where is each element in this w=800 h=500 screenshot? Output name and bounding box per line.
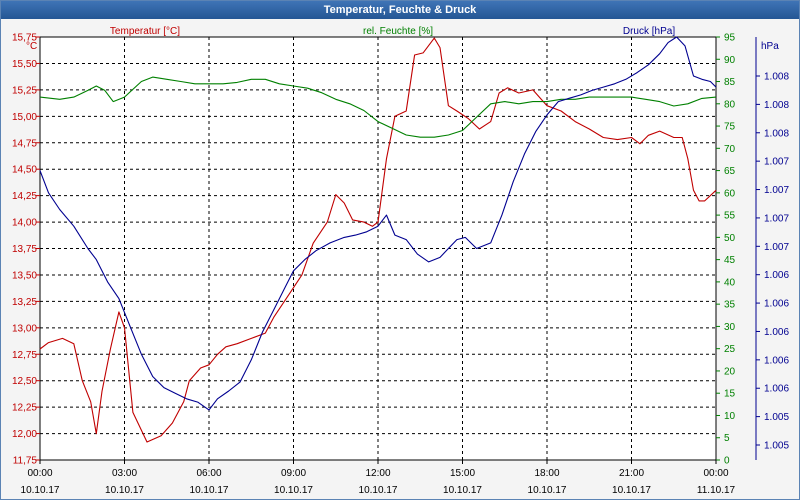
- humidity-tick-label: 60: [724, 188, 736, 199]
- left-tick-label: 15,25: [12, 85, 37, 96]
- left-tick-label: 12,25: [12, 403, 37, 414]
- x-tick-time: 21:00: [619, 468, 644, 479]
- pressure-tick-label: 1.005: [764, 441, 789, 452]
- x-tick-time: 12:00: [365, 468, 390, 479]
- pressure-tick-label: 1.006: [764, 327, 789, 338]
- pressure-tick-label: 1.007: [764, 185, 789, 196]
- pressure-tick-label: 1.006: [764, 270, 789, 281]
- pressure-tick-label: 1.006: [764, 299, 789, 310]
- left-tick-label: 13,00: [12, 323, 37, 334]
- humidity-tick-label: 80: [724, 99, 736, 110]
- humidity-line: [39, 76, 717, 138]
- left-tick-label: 12,50: [12, 376, 37, 387]
- x-tick-date: 10.10.17: [274, 485, 313, 496]
- pressure-tick-label: 1.007: [764, 213, 789, 224]
- humidity-tick-label: 70: [724, 144, 736, 155]
- left-tick-label: 11,75: [13, 456, 38, 467]
- left-tick-label: 14,75: [12, 138, 37, 149]
- pressure-tick-label: 1.005: [764, 412, 789, 423]
- humidity-tick-label: 15: [724, 389, 736, 400]
- pressure-axis: 1.008 1.008 1.008 1.007 1.007 1.007 1.007 1.006…: [755, 37, 789, 460]
- x-tick-date: 10.10.17: [21, 485, 60, 496]
- left-tick-label: 12,75: [12, 350, 37, 361]
- humidity-tick-label: 75: [724, 122, 736, 133]
- x-tick-time: 06:00: [196, 468, 221, 479]
- pressure-tick-label: 1.008: [764, 72, 789, 83]
- pressure-tick-label: 1.008: [764, 128, 789, 139]
- left-tick-label: 13,50: [12, 270, 37, 281]
- x-tick-time: 03:00: [112, 468, 137, 479]
- legend-temperature: Temperatur [°C]: [110, 26, 180, 37]
- x-tick-time: 18:00: [534, 468, 559, 479]
- left-tick-label: 13,75: [12, 244, 37, 255]
- humidity-tick-label: 35: [724, 300, 736, 311]
- left-tick-label: 14,00: [12, 218, 37, 229]
- x-tick-date: 10.10.17: [190, 485, 229, 496]
- humidity-tick-label: 40: [724, 277, 736, 288]
- left-axis-unit: °C: [26, 41, 37, 52]
- left-axis: 15,75 15,50 15,25 15,00 14,75 14,50 14,25 14,00…: [12, 33, 40, 467]
- x-tick-time: 15:00: [450, 468, 475, 479]
- humidity-tick-label: 10: [724, 411, 736, 422]
- left-tick-label: 15,00: [12, 112, 37, 123]
- left-tick-label: 14,25: [12, 191, 37, 202]
- x-tick-date: 10.10.17: [528, 485, 567, 496]
- x-tick-time: 00:00: [703, 468, 728, 479]
- pressure-tick-label: 1.007: [764, 242, 789, 253]
- humidity-tick-label: 55: [724, 211, 736, 222]
- x-tick-date: 10.10.17: [105, 485, 144, 496]
- x-tick-time: 09:00: [281, 468, 306, 479]
- humidity-tick-label: 25: [724, 344, 736, 355]
- window-title: Temperatur, Feuchte & Druck: [1, 1, 799, 19]
- x-tick-date: 10.10.17: [443, 485, 482, 496]
- x-tick-date: 10.10.17: [612, 485, 651, 496]
- left-tick-label: 13,25: [12, 297, 37, 308]
- left-tick-label: 12,00: [12, 429, 37, 440]
- left-tick-label: 14,50: [12, 165, 37, 176]
- humidity-tick-label: 0: [724, 456, 730, 467]
- legend-pressure: Druck [hPa]: [623, 26, 675, 37]
- pressure-tick-label: 1.008: [764, 100, 789, 111]
- left-tick-label: 15,50: [12, 59, 37, 70]
- humidity-tick-label: 5: [724, 433, 730, 444]
- humidity-tick-label: 50: [724, 233, 736, 244]
- x-tick-date: 11.10.17: [697, 485, 736, 496]
- humidity-tick-label: 85: [724, 77, 736, 88]
- x-tick-time: 00:00: [27, 468, 52, 479]
- right-axis-unit: hPa: [761, 41, 779, 52]
- series-layer: [39, 36, 717, 443]
- temperature-line: [39, 37, 717, 443]
- humidity-tick-label: 30: [724, 322, 736, 333]
- legend-humidity: rel. Feuchte [%]: [363, 26, 433, 37]
- humidity-tick-label: 65: [724, 166, 736, 177]
- humidity-tick-label: 20: [724, 366, 736, 377]
- pressure-line: [39, 36, 717, 411]
- pressure-tick-label: 1.006: [764, 355, 789, 366]
- x-tick-date: 10.10.17: [359, 485, 398, 496]
- left-tick-label: 15,75: [12, 33, 37, 44]
- pressure-tick-label: 1.006: [764, 384, 789, 395]
- humidity-tick-label: 95: [724, 33, 736, 44]
- humidity-tick-label: 90: [724, 55, 736, 66]
- x-axis: 00:00 10.10.17 03:00 10.10.17 06:00 10.10.17 0…: [21, 460, 736, 496]
- humidity-tick-label: 45: [724, 255, 736, 266]
- pressure-tick-label: 1.007: [764, 157, 789, 168]
